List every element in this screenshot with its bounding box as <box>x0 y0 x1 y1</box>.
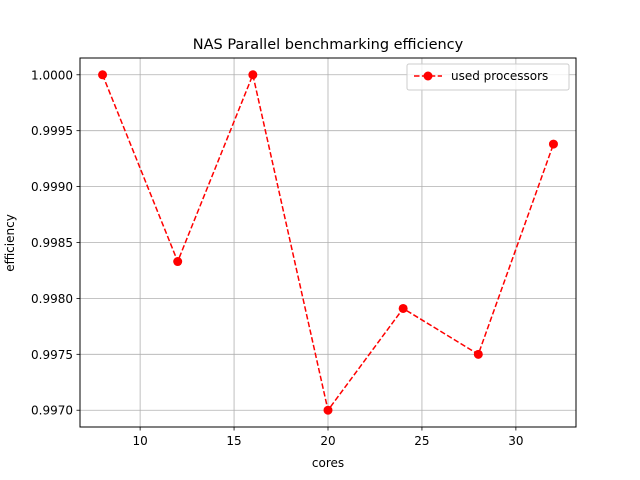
y-tick-label: 1.0000 <box>31 68 73 82</box>
y-axis-label: efficiency <box>3 214 17 272</box>
y-tick-label: 0.9995 <box>31 124 73 138</box>
x-tick-label: 25 <box>414 434 429 448</box>
legend-label: used processors <box>451 69 548 83</box>
data-point <box>248 70 258 80</box>
data-point <box>548 139 558 149</box>
y-tick-label: 0.9980 <box>31 292 73 306</box>
plot-frame <box>79 57 577 428</box>
data-point <box>398 303 408 313</box>
legend-box <box>406 63 570 91</box>
y-tick-label: 0.9975 <box>31 348 73 362</box>
x-tick-label: 15 <box>226 434 241 448</box>
y-tick-label: 0.9970 <box>31 404 73 418</box>
grid <box>80 58 576 427</box>
data-point <box>173 257 183 267</box>
legend: used processors <box>406 63 570 91</box>
y-tick-label: 0.9990 <box>31 180 73 194</box>
data-point <box>323 405 333 415</box>
legend-marker-sample <box>423 71 433 81</box>
axis-ticks: 10 15 20 25 30 0.9970 0.9975 0.9980 0.9985 0.9990… <box>31 68 524 448</box>
x-tick-label: 20 <box>320 434 335 448</box>
x-tick-label: 10 <box>132 434 147 448</box>
y-tick-label: 0.9985 <box>31 236 73 250</box>
series-layer <box>98 70 558 415</box>
data-point <box>473 349 483 359</box>
x-axis-label: cores <box>312 456 344 470</box>
x-tick-label: 30 <box>508 434 523 448</box>
data-point <box>98 70 108 80</box>
chart-title: NAS Parallel benchmarking efficiency <box>193 37 464 53</box>
